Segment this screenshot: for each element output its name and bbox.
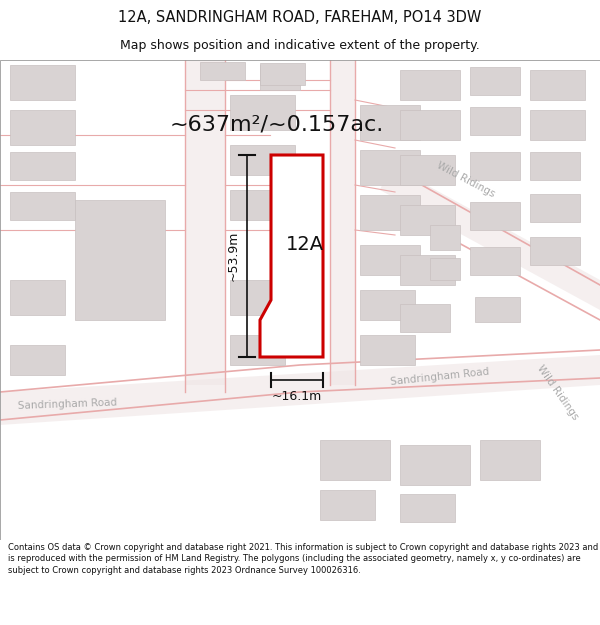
Bar (530, 194, 580, 222)
Bar (10, 280, 65, 315)
Text: Contains OS data © Crown copyright and database right 2021. This information is : Contains OS data © Crown copyright and d… (8, 542, 598, 575)
Bar (470, 67, 520, 95)
Bar (260, 65, 300, 90)
Bar (10, 192, 75, 220)
Bar (400, 255, 455, 285)
Bar (470, 152, 520, 180)
Bar (400, 445, 470, 485)
Text: 12A: 12A (286, 236, 324, 254)
Bar (530, 70, 585, 100)
Bar (530, 237, 580, 265)
Bar (430, 258, 460, 280)
Bar (260, 63, 305, 85)
Polygon shape (330, 60, 355, 385)
Bar (75, 200, 165, 320)
Bar (10, 110, 75, 145)
Bar (360, 290, 415, 320)
Bar (320, 440, 390, 480)
Bar (230, 145, 295, 175)
Text: Wild Ridings: Wild Ridings (435, 161, 497, 199)
Bar (400, 155, 455, 185)
Bar (470, 107, 520, 135)
Bar (10, 65, 75, 100)
Text: ~53.9m: ~53.9m (227, 231, 239, 281)
Bar (360, 335, 415, 365)
Bar (470, 202, 520, 230)
Bar (430, 225, 460, 250)
Text: ~637m²/~0.157ac.: ~637m²/~0.157ac. (170, 115, 384, 135)
Bar (400, 70, 460, 100)
Bar (360, 195, 420, 230)
Bar (360, 105, 420, 140)
Text: Sandringham Road: Sandringham Road (390, 367, 490, 387)
Bar (230, 335, 285, 365)
Bar (400, 494, 455, 522)
Bar (320, 490, 375, 520)
Bar (530, 110, 585, 140)
Bar (230, 190, 295, 220)
Bar (470, 247, 520, 275)
Polygon shape (185, 60, 225, 385)
Bar (480, 440, 540, 480)
Text: 12A, SANDRINGHAM ROAD, FAREHAM, PO14 3DW: 12A, SANDRINGHAM ROAD, FAREHAM, PO14 3DW (118, 11, 482, 26)
Bar (360, 150, 420, 185)
Bar (230, 280, 295, 315)
Bar (360, 245, 420, 275)
Bar (400, 304, 450, 332)
Polygon shape (380, 165, 600, 310)
Bar (200, 62, 245, 80)
Text: ~16.1m: ~16.1m (272, 389, 322, 402)
Bar (530, 152, 580, 180)
Bar (10, 152, 75, 180)
Text: Wild Ridings: Wild Ridings (535, 362, 580, 421)
Polygon shape (260, 155, 323, 357)
Bar (230, 95, 295, 130)
Bar (400, 205, 455, 235)
Text: Sandringham Road: Sandringham Road (18, 398, 118, 411)
Bar (400, 110, 460, 140)
Bar (475, 297, 520, 322)
Polygon shape (0, 355, 600, 425)
Text: Map shows position and indicative extent of the property.: Map shows position and indicative extent… (120, 39, 480, 51)
Bar (10, 345, 65, 375)
